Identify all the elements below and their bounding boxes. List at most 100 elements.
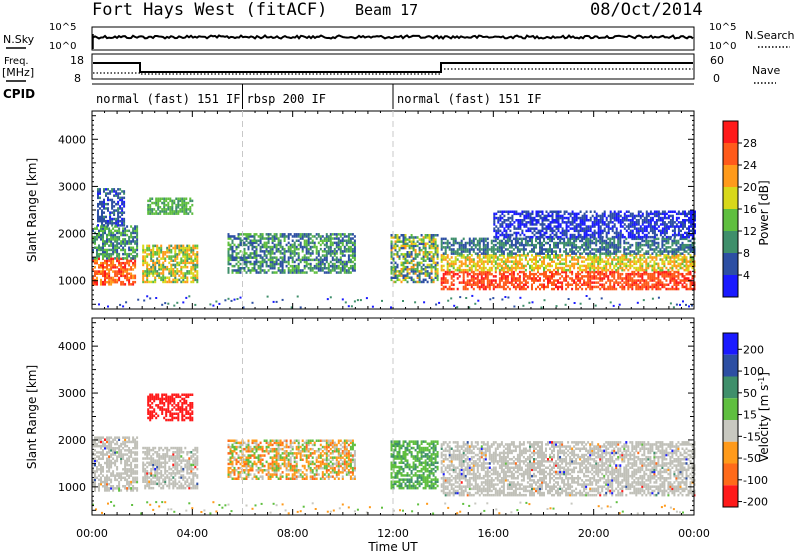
power-cell	[293, 254, 296, 257]
power-cell	[418, 278, 421, 282]
power-cell	[115, 192, 118, 195]
power-cell	[267, 239, 270, 242]
power-cell	[613, 287, 616, 291]
power-cell	[537, 212, 540, 216]
power-cell	[520, 239, 523, 243]
power-cell	[521, 219, 524, 222]
power-cell	[587, 277, 590, 280]
power-cell	[112, 266, 115, 269]
power-cell	[510, 277, 513, 280]
power-cell	[259, 241, 262, 245]
power-cell	[160, 278, 163, 282]
power-cell	[259, 237, 262, 240]
power-cell	[341, 239, 344, 242]
power-cell	[108, 229, 111, 233]
power-cell	[539, 258, 541, 261]
power-cell	[657, 270, 660, 274]
power-cell	[649, 285, 652, 289]
power-cell	[102, 250, 104, 254]
power-cell	[587, 264, 590, 268]
power-cell	[609, 246, 612, 249]
power-cell	[263, 258, 266, 262]
power-cell	[440, 260, 443, 263]
power-cell	[619, 241, 622, 245]
power-cell	[132, 240, 135, 243]
freq-label-line2: [MHz]	[2, 66, 34, 79]
power-cell	[575, 225, 578, 228]
power-cell	[243, 260, 246, 264]
power-cell	[490, 262, 493, 266]
power-cell	[450, 283, 453, 286]
power-cell	[520, 254, 523, 257]
power-cell	[645, 241, 648, 245]
power-cell	[585, 275, 588, 278]
power-cell	[527, 221, 530, 224]
power-cell	[468, 283, 471, 286]
power-cell	[535, 235, 538, 239]
power-cell	[655, 212, 658, 216]
power-cell	[269, 262, 272, 266]
power-cell	[609, 219, 612, 222]
power-cell	[484, 243, 487, 247]
power-cell	[189, 199, 192, 203]
power-cell	[305, 262, 308, 266]
power-cell	[444, 256, 447, 259]
power-cell	[442, 254, 445, 257]
power-cell	[512, 283, 515, 286]
power-cell	[108, 276, 111, 280]
power-cell	[687, 246, 690, 249]
power-cell	[347, 260, 350, 264]
power-cell	[557, 287, 559, 291]
power-cell	[176, 278, 179, 282]
power-cell	[505, 223, 508, 226]
power-cell	[506, 254, 509, 257]
power-cell	[543, 268, 545, 272]
power-cell	[595, 248, 598, 251]
power-cell	[559, 285, 562, 289]
power-cell	[689, 283, 692, 286]
power-cell	[101, 213, 103, 216]
power-cell	[497, 227, 500, 230]
power-cell	[277, 239, 280, 242]
power-cell	[657, 241, 660, 245]
power-cell	[499, 210, 502, 213]
power-cell	[526, 252, 529, 255]
power-cell	[613, 277, 616, 280]
power-cell	[229, 247, 232, 251]
power-cell	[641, 254, 644, 257]
power-cell	[126, 229, 129, 233]
power-cell	[599, 252, 602, 255]
power-cell	[174, 255, 177, 258]
power-cell	[635, 246, 638, 249]
power-cell	[146, 265, 149, 269]
power-cell	[402, 276, 405, 279]
power-cell	[94, 270, 96, 273]
power-cell	[599, 216, 602, 220]
power-cell	[673, 264, 676, 268]
power-cell	[462, 250, 465, 253]
power-cell	[681, 260, 684, 263]
power-cell	[273, 235, 276, 238]
power-cell	[400, 280, 403, 284]
power-cell	[599, 250, 602, 253]
power-cell	[273, 262, 276, 266]
power-cell	[561, 214, 564, 218]
power-cell	[639, 275, 642, 278]
power-cell	[99, 202, 101, 206]
power-cell	[186, 248, 189, 252]
power-cell	[351, 241, 354, 245]
power-cell	[601, 272, 604, 276]
power-cell	[486, 252, 489, 255]
power-cell	[653, 210, 656, 213]
power-cell	[287, 258, 290, 262]
power-cell	[643, 268, 646, 272]
power-cell	[559, 235, 562, 239]
power-cell	[539, 243, 541, 247]
power-cell	[418, 261, 421, 265]
power-cell	[671, 248, 674, 251]
power-cell	[589, 227, 592, 230]
power-cell	[587, 266, 590, 270]
power-cell	[521, 229, 524, 233]
power-cell	[581, 216, 584, 220]
power-cell	[607, 250, 610, 253]
